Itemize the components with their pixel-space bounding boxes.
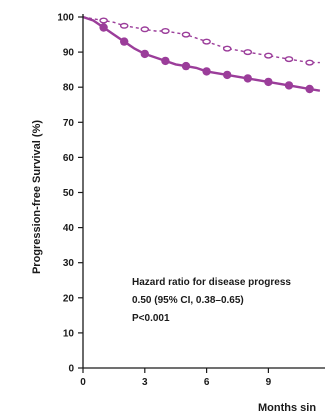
y-tick-label-100: 100 xyxy=(57,13,74,24)
y-tick-label-0: 0 xyxy=(68,364,74,375)
annotation-line-3: P<0.001 xyxy=(132,313,170,324)
y-tick-label-30: 30 xyxy=(63,258,75,269)
axes xyxy=(78,14,325,373)
series-1-point-2 xyxy=(99,17,108,24)
x-tick-label-3: 3 xyxy=(142,377,148,388)
y-tick-label-10: 10 xyxy=(63,328,75,339)
series-1-point-14 xyxy=(222,45,232,52)
series-1-point-22 xyxy=(305,59,314,66)
hazard-annotation: Hazard ratio for disease progress 0.50 (… xyxy=(132,277,291,324)
y-tick-label-60: 60 xyxy=(63,153,75,164)
x-axis-label: Months sin xyxy=(258,402,316,414)
x-tick-labels: 0 3 6 9 xyxy=(80,377,271,388)
annotation-line-1: Hazard ratio for disease progress xyxy=(132,277,291,288)
x-tick-label-6: 6 xyxy=(204,377,210,388)
series-0-point-22 xyxy=(305,84,314,94)
series-1-point-6 xyxy=(140,26,150,33)
series-0-point-4 xyxy=(120,37,129,46)
series-0-point-12 xyxy=(202,67,211,76)
series-1-point-4 xyxy=(119,22,129,29)
y-tick-label-40: 40 xyxy=(63,223,75,234)
series-1-point-16 xyxy=(243,49,253,56)
x-tick-label-0: 0 xyxy=(80,377,86,388)
y-axis-label: Progression-free Survival (%) xyxy=(31,120,43,274)
series-0-point-6 xyxy=(140,49,149,59)
plot-marks xyxy=(82,15,321,94)
series-0-point-18 xyxy=(264,77,273,87)
series-1-point-10 xyxy=(181,31,191,38)
series-line-0 xyxy=(82,15,321,92)
series-line-1 xyxy=(82,16,320,64)
y-tick-labels: 0 10 20 30 40 50 60 70 80 90 100 xyxy=(57,13,74,375)
y-tick-label-50: 50 xyxy=(63,188,75,199)
series-1-point-20 xyxy=(284,56,294,63)
y-tick-label-70: 70 xyxy=(63,118,75,129)
y-tick-label-80: 80 xyxy=(63,83,75,94)
series-1-point-12 xyxy=(202,38,211,45)
series-1-point-8 xyxy=(161,28,170,35)
y-tick-label-90: 90 xyxy=(63,48,75,59)
series-0-point-20 xyxy=(284,81,294,90)
series-0-point-10 xyxy=(181,61,191,71)
y-tick-label-20: 20 xyxy=(63,293,75,304)
series-0-point-2 xyxy=(99,23,108,32)
series-0-point-16 xyxy=(243,74,252,83)
series-0-point-8 xyxy=(161,56,170,66)
series-1-point-18 xyxy=(264,52,273,59)
x-tick-label-9: 9 xyxy=(266,377,272,388)
annotation-line-2: 0.50 (95% CI, 0.38–0.65) xyxy=(132,295,244,306)
series-0-point-14 xyxy=(223,70,232,80)
